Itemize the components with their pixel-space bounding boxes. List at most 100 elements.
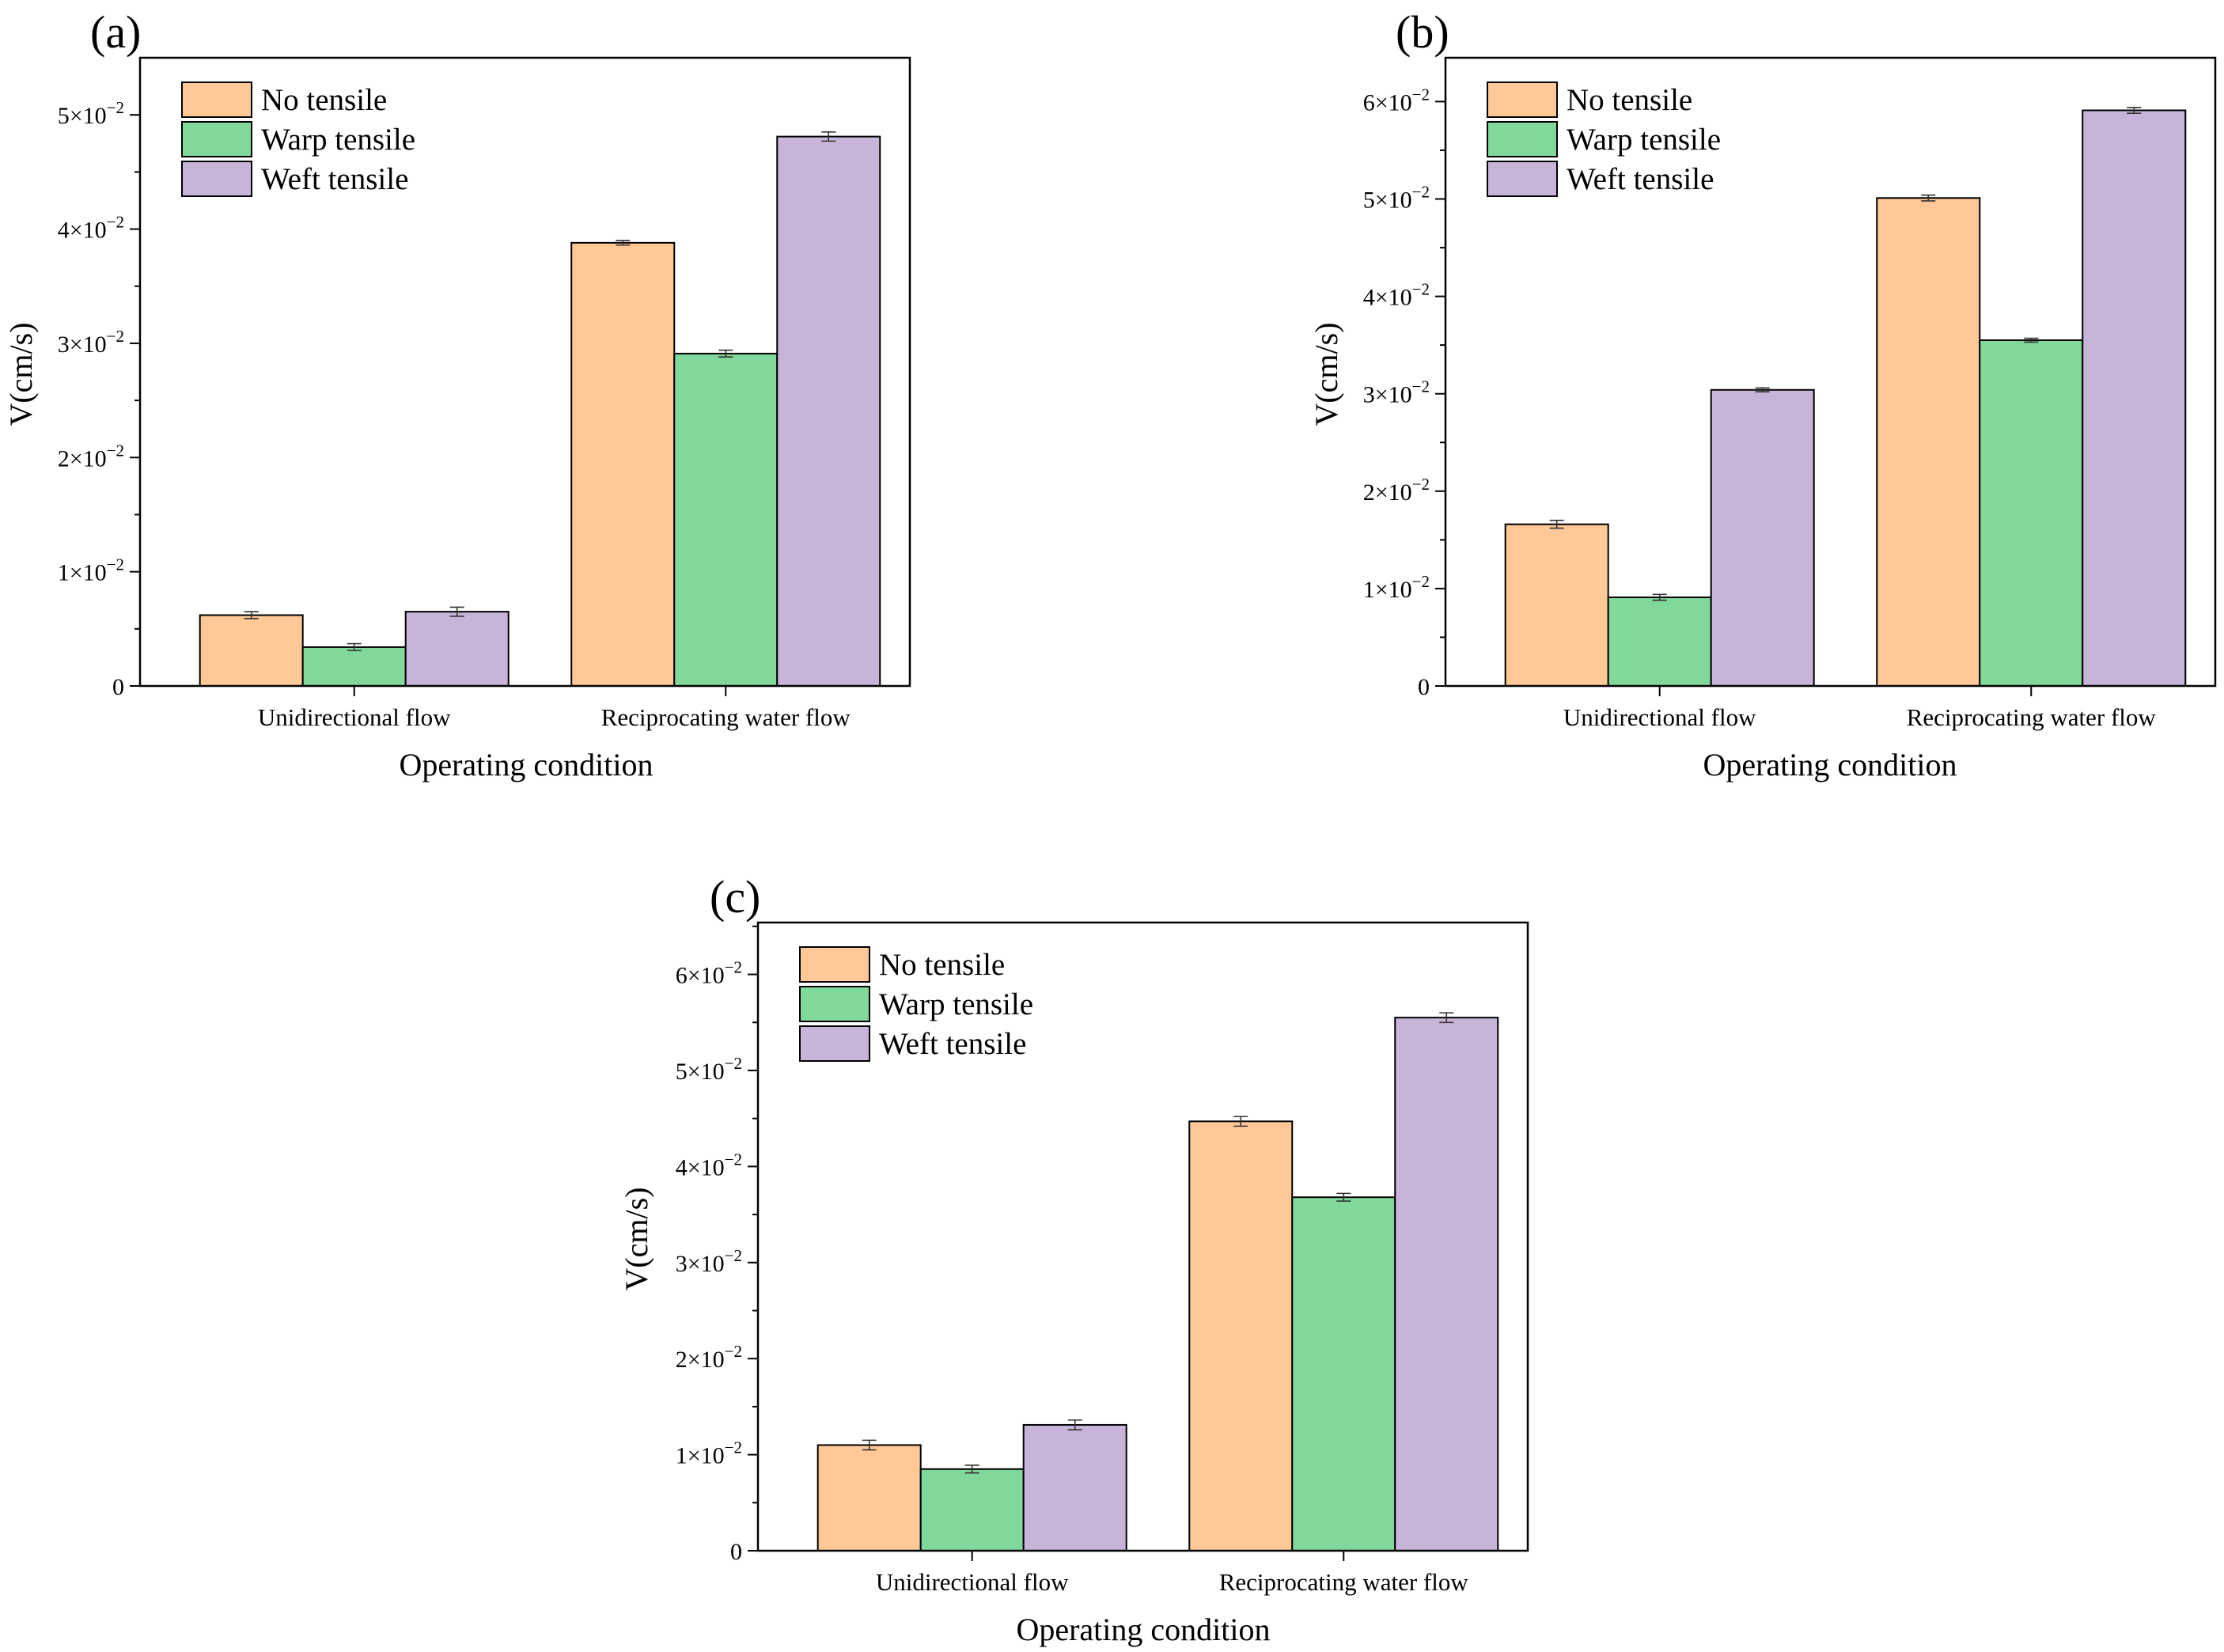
error-bar xyxy=(1921,194,1936,202)
bar xyxy=(301,646,407,688)
y-tick-label: 0 xyxy=(1418,674,1430,700)
plot-area: 0 1×10−2 2×10−2 3×10−2 4×10−2 5×10−2 Unidirect… xyxy=(58,56,911,731)
x-tick-label: Reciprocating water flow xyxy=(1219,1568,1469,1596)
y-tick-label: 5×10−2 xyxy=(58,98,124,129)
legend-swatch xyxy=(181,121,252,157)
y-tick-label: 1×10−2 xyxy=(1363,572,1430,603)
error-bar xyxy=(964,1464,979,1474)
x-axis-title: Operating condition xyxy=(1703,747,1957,782)
bar xyxy=(1504,523,1609,687)
x-tick-label: Reciprocating water flow xyxy=(601,703,851,731)
bar xyxy=(1291,1196,1396,1552)
x-axis-title: Operating condition xyxy=(399,747,653,782)
y-axis-title: V(cm/s) xyxy=(619,1187,654,1290)
error-bar xyxy=(244,611,259,620)
legend-item: Weft tensile xyxy=(799,1025,1026,1062)
error-bar xyxy=(616,240,631,246)
y-tick-label: 3×10−2 xyxy=(58,327,124,358)
y-tick-label: 4×10−2 xyxy=(1363,280,1430,311)
legend-label: Weft tensile xyxy=(1567,162,1714,196)
error-bar xyxy=(1755,387,1770,393)
legend-swatch xyxy=(181,81,252,118)
legend-label: No tensile xyxy=(1567,83,1692,117)
y-tick-label: 0 xyxy=(730,1539,742,1565)
plot-frame xyxy=(756,921,1529,1552)
bar xyxy=(1710,388,1815,687)
error-bar xyxy=(347,642,362,652)
y-tick-label: 6×10−2 xyxy=(676,958,742,989)
legend-label: Weft tensile xyxy=(879,1027,1026,1061)
bar xyxy=(1979,339,2084,687)
y-axis-title: V(cm/s) xyxy=(1309,322,1344,426)
plot-area: 0 1×10−2 2×10−2 3×10−2 4×10−2 5×10−2 6×10−2 Uni… xyxy=(1363,56,2217,731)
y-tick-label: 2×10−2 xyxy=(58,441,124,472)
x-axis-title: Operating condition xyxy=(1016,1612,1270,1647)
error-bar xyxy=(862,1439,877,1451)
x-tick-label: Unidirectional flow xyxy=(1563,703,1756,731)
error-bar xyxy=(1652,593,1667,601)
y-tick-label: 5×10−2 xyxy=(676,1054,742,1085)
legend-swatch xyxy=(1487,161,1558,197)
chart-panel-b: (b) 0 1×10−2 2×10−2 3×10−2 4×10−2 5×10−2 6×10−… xyxy=(1309,6,2217,782)
legend-swatch xyxy=(1487,81,1558,118)
legend-label: Warp tensile xyxy=(879,987,1033,1021)
y-tick-label: 1×10−2 xyxy=(58,555,124,586)
error-bar xyxy=(1233,1116,1248,1127)
error-bar xyxy=(821,131,836,142)
error-bar xyxy=(1549,519,1564,529)
y-tick-label: 5×10−2 xyxy=(1363,182,1430,213)
x-tick-label: Unidirectional flow xyxy=(258,703,451,731)
error-bar xyxy=(1439,1012,1454,1024)
bar xyxy=(1022,1423,1127,1552)
y-tick-label: 2×10−2 xyxy=(1363,475,1430,506)
y-axis-title: V(cm/s) xyxy=(3,322,39,426)
error-bar xyxy=(1067,1419,1082,1430)
x-tick-label: Reciprocating water flow xyxy=(1907,703,2157,731)
legend-swatch xyxy=(1487,121,1558,157)
x-tick-label: Unidirectional flow xyxy=(876,1568,1069,1596)
bar xyxy=(1607,596,1712,687)
legend-item: Warp tensile xyxy=(799,986,1033,1022)
bar xyxy=(776,135,881,688)
y-tick-label: 4×10−2 xyxy=(58,213,124,244)
y-tick-label: 2×10−2 xyxy=(676,1342,742,1373)
bar xyxy=(1188,1120,1294,1552)
bar xyxy=(1876,197,1981,687)
error-bar xyxy=(1336,1192,1351,1202)
y-tick-label: 6×10−2 xyxy=(1363,85,1430,116)
legend-label: Weft tensile xyxy=(261,162,408,196)
bar xyxy=(1394,1017,1499,1552)
chart-panel-c: (c) 0 1×10−2 2×10−2 3×10−2 4×10−2 5×10−2 6×10−… xyxy=(619,871,1529,1647)
legend-label: No tensile xyxy=(879,948,1005,982)
y-tick-label: 1×10−2 xyxy=(676,1438,742,1469)
legend-item: No tensile xyxy=(1487,81,1692,118)
legend-item: Weft tensile xyxy=(181,161,408,197)
error-bar xyxy=(2024,337,2039,343)
plot-area: 0 1×10−2 2×10−2 3×10−2 4×10−2 5×10−2 6×10−2 Uni… xyxy=(676,921,1529,1596)
panel-label: (c) xyxy=(710,871,760,923)
legend-swatch xyxy=(799,1025,870,1062)
bar xyxy=(2082,109,2187,687)
legend-item: No tensile xyxy=(799,946,1005,983)
legend-item: Weft tensile xyxy=(1487,161,1714,197)
bar xyxy=(404,611,510,687)
chart-panel-a: (a) 0 1×10−2 2×10−2 3×10−2 4×10−2 5×10−2 Unidi… xyxy=(3,6,911,782)
error-bar xyxy=(449,606,464,617)
legend-label: Warp tensile xyxy=(261,123,415,157)
panel-label: (b) xyxy=(1396,6,1449,58)
legend-label: No tensile xyxy=(261,83,387,117)
legend-item: No tensile xyxy=(181,81,387,118)
legend-item: Warp tensile xyxy=(181,121,415,157)
y-tick-label: 4×10−2 xyxy=(676,1150,742,1180)
y-tick-label: 3×10−2 xyxy=(676,1246,742,1277)
y-tick-label: 3×10−2 xyxy=(1363,377,1430,408)
bar xyxy=(816,1444,922,1552)
error-bar xyxy=(2127,106,2142,114)
bar xyxy=(570,241,676,687)
panel-label: (a) xyxy=(90,6,141,58)
y-tick-label: 0 xyxy=(112,674,124,700)
bar xyxy=(199,614,304,688)
legend-swatch xyxy=(799,986,870,1022)
legend-swatch xyxy=(799,946,870,983)
